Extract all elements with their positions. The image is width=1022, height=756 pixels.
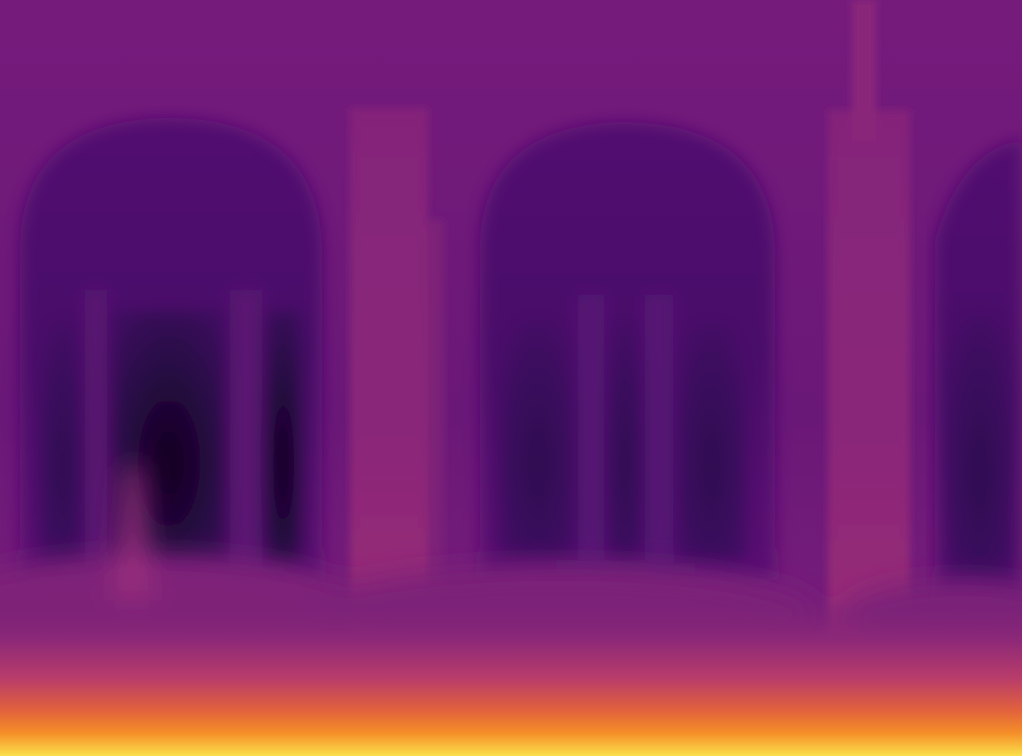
right-column	[828, 0, 910, 660]
left-arched-window	[20, 118, 322, 580]
right-arched-window-partial	[935, 140, 1022, 600]
center-arched-window	[480, 122, 775, 580]
foreground-ground	[0, 600, 1022, 756]
left-column	[350, 108, 444, 650]
